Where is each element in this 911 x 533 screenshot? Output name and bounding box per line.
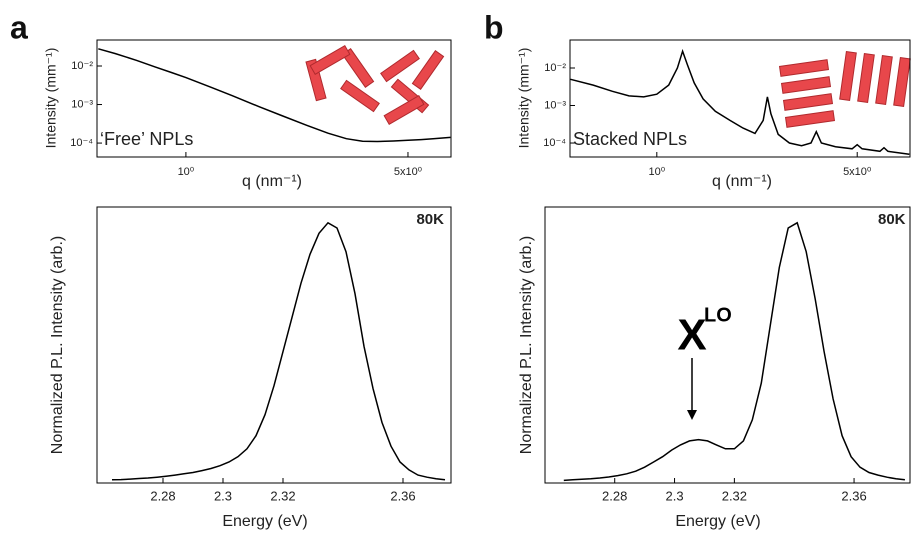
data-line xyxy=(563,221,905,482)
y-tick-label: 10⁻⁴ xyxy=(70,137,93,149)
x-tick-label: 2.36 xyxy=(390,488,415,503)
plot-frame xyxy=(569,39,911,158)
data-line xyxy=(570,48,910,156)
data-line xyxy=(98,48,451,143)
y-tick-label: 10⁻³ xyxy=(71,98,93,110)
x-axis-label: q (nm⁻¹) xyxy=(242,173,302,190)
y-tick-label: 10⁻³ xyxy=(544,99,566,111)
x-tick-label: 10⁰ xyxy=(178,166,195,178)
plot-frame xyxy=(96,39,452,158)
plot-frame xyxy=(544,206,911,484)
x-tick-label: 2.28 xyxy=(602,488,627,503)
peak-label-superscript: LO xyxy=(704,304,732,326)
x-tick-label: 10⁰ xyxy=(648,166,665,178)
y-tick-label: 10⁻² xyxy=(544,62,566,74)
peak-arrowhead xyxy=(687,410,697,420)
sample-label: Stacked NPLs xyxy=(573,129,687,149)
x-axis-label: q (nm⁻¹) xyxy=(712,173,772,190)
x-tick-label: 5x10⁰ xyxy=(843,166,872,178)
y-tick-label: 10⁻⁴ xyxy=(543,137,566,149)
x-tick-label: 2.36 xyxy=(841,488,866,503)
x-tick-label: 2.3 xyxy=(214,488,232,503)
y-tick-label: 10⁻² xyxy=(71,60,93,72)
peak-label: X xyxy=(677,311,706,360)
plot-frame xyxy=(96,206,452,484)
panel-letter: b xyxy=(484,9,504,45)
y-axis-label: Normalized P.L. Intensity (arb.) xyxy=(49,236,66,454)
x-tick-label: 2.32 xyxy=(270,488,295,503)
temperature-label: 80K xyxy=(416,211,444,228)
y-axis-label: Intensity (mm⁻¹) xyxy=(43,48,59,149)
y-axis-label: Normalized P.L. Intensity (arb.) xyxy=(518,236,535,454)
y-axis-label: Intensity (mm⁻¹) xyxy=(516,48,532,149)
temperature-label: 80K xyxy=(878,211,906,228)
x-tick-label: 2.3 xyxy=(666,488,684,503)
x-tick-label: 5x10⁰ xyxy=(394,166,423,178)
npl-free-icon xyxy=(305,44,445,126)
x-axis-label: Energy (eV) xyxy=(675,513,760,530)
x-tick-label: 2.28 xyxy=(150,488,175,503)
x-tick-label: 2.32 xyxy=(722,488,747,503)
npl-stacked-icon xyxy=(778,50,911,128)
data-line xyxy=(111,221,446,481)
sample-label: ‘Free’ NPLs xyxy=(100,129,193,149)
panel-letter: a xyxy=(10,9,28,45)
x-axis-label: Energy (eV) xyxy=(222,513,307,530)
